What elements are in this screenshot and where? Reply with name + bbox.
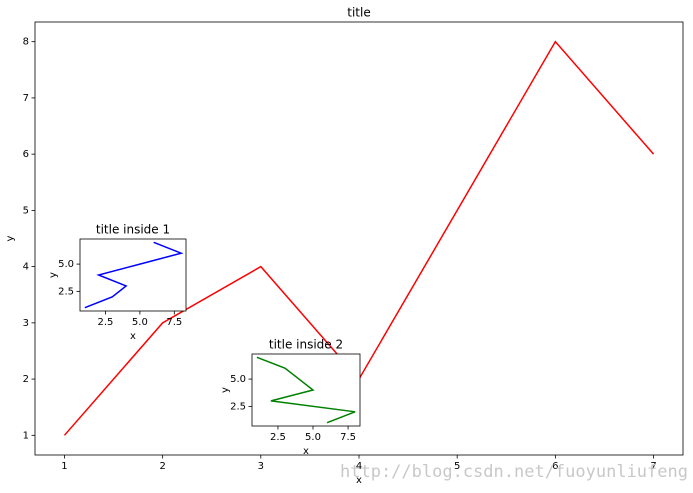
x-tick-label: 7 (650, 461, 656, 472)
y-tick-label: 3 (23, 318, 29, 329)
x-axis-label: x (303, 446, 309, 457)
x-axis-label: x (130, 331, 136, 342)
axes-background (79, 238, 187, 312)
x-tick-label: 7.5 (166, 317, 182, 328)
line (256, 356, 356, 424)
y-tick-label: 5.0 (58, 259, 74, 270)
chart-title: title inside 1 (96, 223, 170, 237)
x-tick-label: 5.0 (305, 432, 321, 443)
x-tick-label: 4 (356, 461, 362, 472)
y-tick-label: 4 (23, 262, 29, 273)
line (84, 241, 184, 309)
axes-background (251, 353, 361, 427)
y-tick-label: 7 (23, 93, 29, 104)
x-tick-label: 2.5 (270, 432, 286, 443)
y-tick-label: 2.5 (58, 286, 74, 297)
y-axis-label: y (48, 272, 59, 278)
y-tick-label: 1 (23, 430, 29, 441)
y-axis-label: y (220, 387, 231, 393)
y-tick-label: 2.5 (230, 401, 246, 412)
chart-title: title inside 2 (269, 338, 343, 352)
x-tick-label: 3 (258, 461, 264, 472)
chart-title: title (347, 6, 370, 20)
y-tick-label: 2 (23, 374, 29, 385)
x-tick-label: 2 (159, 461, 165, 472)
watermark: http://blog.csdn.net/fuoyunliufeng (340, 462, 688, 482)
y-axis-label: y (5, 235, 16, 241)
x-tick-label: 1 (61, 461, 67, 472)
x-tick-label: 7.5 (340, 432, 356, 443)
x-tick-label: 6 (552, 461, 558, 472)
x-tick-label: 2.5 (98, 317, 114, 328)
y-tick-label: 5 (23, 205, 29, 216)
y-tick-label: 8 (23, 37, 29, 48)
x-tick-label: 5.0 (132, 317, 148, 328)
x-axis-label: x (356, 475, 362, 486)
x-tick-label: 5 (454, 461, 460, 472)
y-tick-label: 5.0 (230, 374, 246, 385)
y-tick-label: 6 (23, 149, 29, 160)
